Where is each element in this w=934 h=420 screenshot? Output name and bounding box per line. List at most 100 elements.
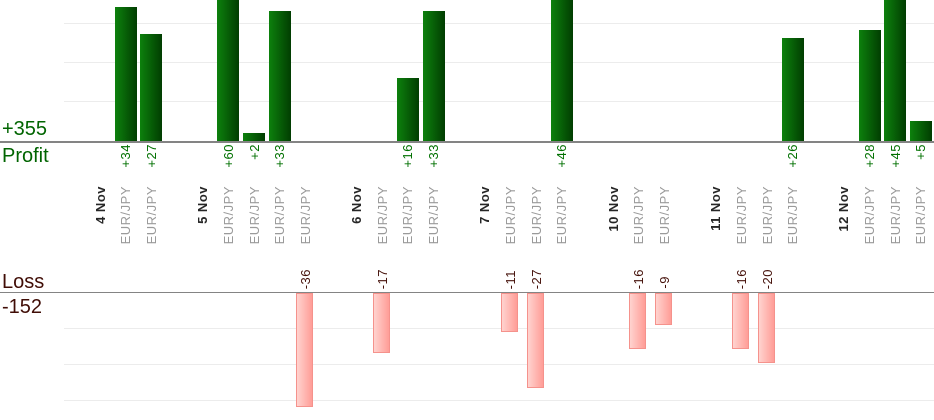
axis-pair-label-text: EUR/JPY [759,186,775,245]
profit-bar [909,121,932,141]
profit-value-label: +26 [784,144,802,186]
axis-pair-label: EUR/JPY [655,186,673,254]
axis-date-label: 11 Nov [707,186,725,254]
axis-date-label: 10 Nov [604,186,622,254]
axis-pair-label: EUR/JPY [912,186,930,254]
axis-pair-label-text: EUR/JPY [400,186,416,245]
profit-bar [217,0,240,141]
axis-pair-label: EUR/JPY [245,186,263,254]
axis-pair-label: EUR/JPY [758,186,776,254]
loss-bar [629,293,647,349]
profit-bar [268,10,291,141]
axis-pair-label: EUR/JPY [117,186,135,254]
profit-value-label-text: +34 [118,144,134,168]
profit-value-label: +5 [912,144,930,186]
axis-pair-label-text: EUR/JPY [733,186,749,245]
axis-pair-label-text: EUR/JPY [785,186,801,245]
profit-value-label-text: +46 [554,144,570,168]
axis-pair-label: EUR/JPY [425,186,443,254]
profit-value-label: +45 [886,144,904,186]
axis-pair-label-text: EUR/JPY [862,186,878,245]
loss-total: -152 [2,296,43,318]
profit-value-label-text: +2 [246,144,262,160]
axis-pair-label: EUR/JPY [296,186,314,254]
axis-pair-label: EUR/JPY [630,186,648,254]
profit-axis-title: Profit [2,145,49,167]
loss-axis-line [0,291,934,293]
loss-value-label: -16 [732,255,750,289]
gridline [64,100,934,102]
loss-bar [757,293,775,363]
profit-total: +355 [2,118,48,140]
profit-value-label: +27 [142,144,160,186]
axis-pair-label-text: EUR/JPY [246,186,262,245]
profit-value-label: +33 [271,144,289,186]
profit-axis-line [0,141,934,143]
axis-pair-label-text: EUR/JPY [272,186,288,245]
axis-pair-label-text: EUR/JPY [297,186,313,245]
axis-pair-label-text: EUR/JPY [554,186,570,245]
axis-pair-label: EUR/JPY [219,186,237,254]
profit-value-label: +46 [553,144,571,186]
loss-value-label: -17 [373,255,391,289]
axis-pair-label: EUR/JPY [373,186,391,254]
axis-date-label-text: 10 Nov [605,186,621,232]
profit-value-label-text: +27 [143,144,159,168]
axis-date-label: 4 Nov [91,186,109,254]
loss-value-label: -27 [527,255,545,289]
profit-bar [884,0,907,141]
gridline [64,400,934,401]
loss-value-label-text: -16 [733,268,749,289]
loss-bar [501,293,519,332]
profit-value-label-text: +33 [272,144,288,168]
loss-value-label: -9 [655,255,673,289]
gridline [64,23,934,24]
axis-pair-label: EUR/JPY [271,186,289,254]
axis-date-label: 7 Nov [476,186,494,254]
loss-axis-title: Loss [2,271,45,293]
profit-bar [396,77,419,141]
axis-date-label-text: 4 Nov [92,186,108,224]
axis-pair-label-text: EUR/JPY [528,186,544,245]
axis-date-label: 5 Nov [194,186,212,254]
loss-value-label-text: -11 [503,269,519,289]
loss-value-label-text: -9 [656,276,672,289]
loss-bar [526,293,544,388]
loss-bar [295,293,313,407]
loss-value-label-text: -36 [297,268,313,289]
profit-bar [140,34,163,141]
axis-pair-label-text: EUR/JPY [426,186,442,245]
axis-pair-label-text: EUR/JPY [503,186,519,245]
profit-bar [422,10,445,141]
axis-pair-label-text: EUR/JPY [887,186,903,245]
axis-pair-label-text: EUR/JPY [143,186,159,245]
loss-bar [731,293,749,349]
axis-pair-label-text: EUR/JPY [656,186,672,245]
profit-bar [858,30,881,141]
axis-pair-label: EUR/JPY [732,186,750,254]
gridline [64,328,934,329]
loss-value-label-text: -16 [631,268,647,289]
profit-value-label-text: +5 [913,144,929,160]
loss-value-label-text: -27 [528,268,544,289]
axis-date-label-text: 12 Nov [836,186,852,232]
profit-value-label: +2 [245,144,263,186]
loss-value-label: -20 [758,255,776,289]
gridline [64,62,934,63]
axis-pair-label-text: EUR/JPY [631,186,647,245]
axis-date-label-text: 11 Nov [708,186,724,231]
profit-value-label-text: +28 [862,144,878,168]
axis-pair-label-text: EUR/JPY [220,186,236,245]
profit-value-label-text: +26 [785,144,801,168]
axis-pair-label: EUR/JPY [886,186,904,254]
axis-pair-label: EUR/JPY [142,186,160,254]
axis-pair-label: EUR/JPY [502,186,520,254]
profit-bar [550,0,573,141]
loss-value-label-text: -20 [759,268,775,289]
profit-value-label: +16 [399,144,417,186]
loss-value-label: -36 [296,255,314,289]
gridline [64,364,934,365]
loss-value-label: -11 [502,255,520,289]
profit-bar [114,6,137,141]
